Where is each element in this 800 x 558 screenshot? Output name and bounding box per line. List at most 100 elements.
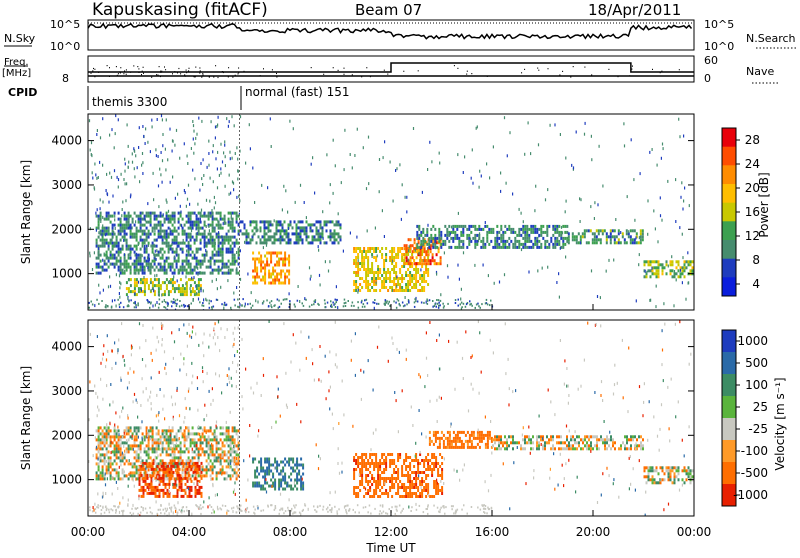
freq-dot bbox=[661, 71, 662, 72]
noise-point bbox=[171, 243, 172, 246]
echo-cell bbox=[377, 477, 379, 480]
echo-cell bbox=[371, 474, 373, 477]
echo-cell bbox=[385, 477, 387, 480]
echo-cell bbox=[110, 263, 112, 266]
echo-cell bbox=[310, 223, 312, 226]
echo-cell bbox=[158, 278, 160, 281]
echo-cell bbox=[411, 483, 413, 486]
echo-cell bbox=[108, 435, 110, 438]
echo-cell bbox=[164, 272, 166, 275]
echo-cell bbox=[104, 263, 106, 266]
echo-cell bbox=[431, 468, 433, 471]
echo-cell bbox=[318, 238, 320, 241]
echo-cell bbox=[181, 480, 183, 483]
echo-cell bbox=[195, 486, 197, 489]
ground-scatter-point bbox=[461, 302, 463, 304]
echo-cell bbox=[114, 224, 116, 227]
freq-dot bbox=[124, 70, 125, 71]
echo-cell bbox=[373, 480, 375, 483]
echo-cell bbox=[198, 227, 200, 230]
ground-scatter-point bbox=[250, 303, 252, 305]
echo-cell bbox=[128, 450, 130, 453]
echo-cell bbox=[648, 263, 650, 266]
echo-cell bbox=[220, 212, 222, 215]
noise-point bbox=[580, 198, 581, 201]
echo-cell bbox=[684, 275, 686, 278]
noise-point bbox=[203, 298, 204, 301]
noise-point bbox=[318, 249, 319, 252]
nsky-trace bbox=[88, 23, 694, 39]
echo-cell bbox=[471, 443, 473, 446]
freq-dot bbox=[537, 68, 538, 69]
echo-cell bbox=[192, 426, 194, 429]
echo-cell bbox=[462, 225, 464, 228]
echo-cell bbox=[130, 251, 132, 254]
echo-cell bbox=[194, 432, 196, 435]
echo-cell bbox=[144, 447, 146, 450]
echo-cell bbox=[174, 269, 176, 272]
ground-scatter-point bbox=[364, 306, 366, 308]
freq-dot bbox=[156, 74, 157, 75]
echo-cell bbox=[357, 265, 359, 268]
echo-cell bbox=[153, 471, 155, 474]
echo-cell bbox=[427, 462, 429, 465]
noise-point bbox=[198, 117, 199, 120]
echo-cell bbox=[134, 233, 136, 236]
echo-cell bbox=[369, 289, 371, 292]
echo-cell bbox=[485, 443, 487, 446]
noise-point bbox=[217, 186, 218, 189]
echo-cell bbox=[210, 263, 212, 266]
echo-cell bbox=[280, 485, 282, 488]
echo-cell bbox=[365, 468, 367, 471]
noise-point bbox=[226, 248, 227, 251]
echo-cell bbox=[182, 272, 184, 275]
ground-scatter-point bbox=[98, 303, 100, 305]
echo-cell bbox=[262, 485, 264, 488]
echo-cell bbox=[136, 278, 138, 281]
echo-cell bbox=[194, 269, 196, 272]
echo-cell bbox=[488, 231, 490, 234]
noise-point bbox=[113, 231, 114, 234]
echo-cell bbox=[334, 241, 336, 244]
echo-cell bbox=[154, 263, 156, 266]
echo-cell bbox=[481, 440, 483, 443]
echo-cell bbox=[461, 431, 463, 434]
echo-cell bbox=[198, 248, 200, 251]
echo-cell bbox=[437, 474, 439, 477]
noise-point bbox=[228, 125, 229, 128]
noise-point bbox=[153, 172, 154, 175]
echo-cell bbox=[220, 227, 222, 230]
echo-cell bbox=[447, 440, 449, 443]
echo-cell bbox=[150, 278, 152, 281]
echo-cell bbox=[108, 242, 110, 245]
echo-cell bbox=[438, 237, 440, 240]
echo-cell bbox=[200, 266, 202, 269]
echo-cell bbox=[140, 269, 142, 272]
echo-cell bbox=[676, 260, 678, 263]
echo-cell bbox=[163, 483, 165, 486]
echo-cell bbox=[102, 453, 104, 456]
echo-cell bbox=[365, 286, 367, 289]
echo-cell bbox=[417, 465, 419, 468]
echo-cell bbox=[514, 243, 516, 246]
noise-point bbox=[188, 184, 189, 187]
echo-cell bbox=[353, 477, 355, 480]
echo-cell bbox=[102, 459, 104, 462]
echo-cell bbox=[142, 263, 144, 266]
echo-cell bbox=[330, 220, 332, 223]
echo-cell bbox=[481, 434, 483, 437]
noise-point bbox=[504, 116, 505, 119]
echo-cell bbox=[264, 473, 266, 476]
echo-cell bbox=[418, 262, 420, 265]
freq-dot bbox=[188, 70, 189, 71]
noise-point bbox=[174, 256, 175, 259]
noise-point bbox=[405, 196, 406, 199]
echo-cell bbox=[236, 444, 238, 447]
nsky-tick-top: 10^5 bbox=[50, 18, 80, 31]
echo-cell bbox=[419, 492, 421, 495]
echo-cell bbox=[164, 435, 166, 438]
echo-cell bbox=[385, 271, 387, 274]
echo-cell bbox=[212, 438, 214, 441]
echo-cell bbox=[210, 426, 212, 429]
echo-cell bbox=[138, 429, 140, 432]
